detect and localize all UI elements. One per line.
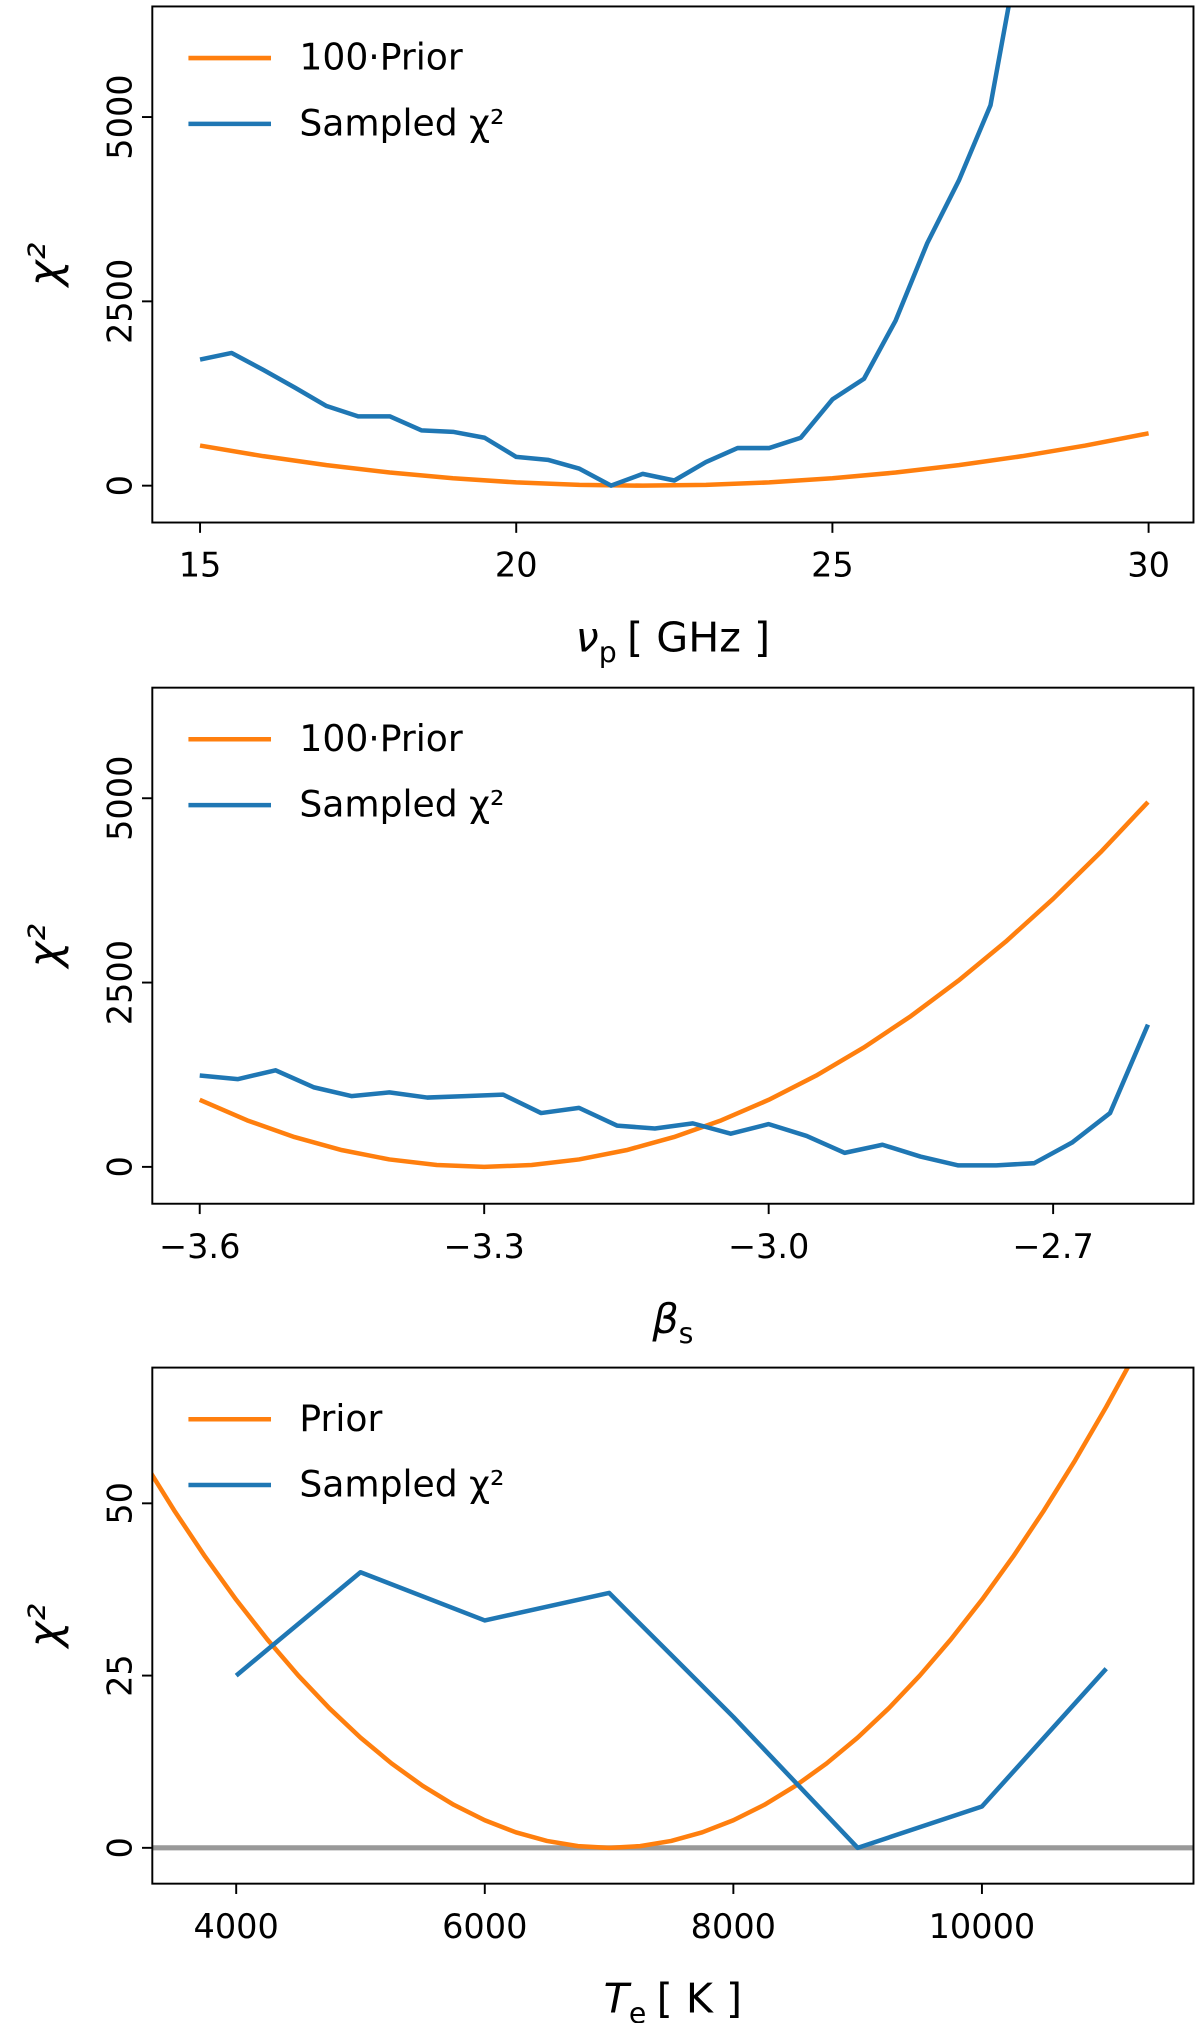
plot-area (152, 1367, 1194, 1851)
x-tick-label: 4000 (194, 1907, 279, 1946)
x-tick-label: 15 (179, 546, 222, 585)
axes-frame (151, 686, 1195, 1205)
legend-label: Sampled χ² (299, 101, 504, 144)
x-tick-label: 6000 (442, 1907, 527, 1946)
y-axis-label: χ² (19, 924, 70, 970)
x-axis-label: νp [ GHz ] (576, 614, 771, 669)
y-tick-label: 25 (101, 1654, 140, 1697)
y-axis-label: χ² (19, 243, 70, 289)
x-label-symbol: T (604, 1975, 632, 2023)
legend-label: Prior (299, 1397, 382, 1440)
x-tick-label: −2.7 (1012, 1227, 1093, 1266)
data-line (199, 6, 1011, 488)
legend-label: 100·Prior (299, 36, 463, 79)
x-axis-label: βs (651, 1295, 693, 1350)
y-tick-label: 5000 (101, 756, 140, 841)
data-line (198, 800, 1150, 1170)
panel: −3.6 −3.3 −3.0 −2.7 0 2500 5000 βs χ² 100·Prior Sa… (19, 686, 1195, 1350)
y-tick-label: 2500 (101, 940, 140, 1025)
data-line (152, 1367, 1131, 1851)
x-label-sub: e (629, 1997, 646, 2023)
x-tick-label: 8000 (691, 1907, 776, 1946)
y-tick-label: 0 (101, 475, 140, 496)
x-tick-label: 20 (495, 546, 538, 585)
data-line (199, 431, 1150, 488)
panel: 4000 6000 8000 10000 0 25 50 Te [ K ] χ² Prior Samp… (19, 1366, 1195, 2023)
x-tick-label: −3.3 (443, 1227, 524, 1266)
panel: 15 20 25 30 0 2500 5000 νp [ GHz ] χ² 100·Prior Sam… (19, 5, 1195, 669)
x-label-unit: [ K ] (657, 1975, 743, 2023)
x-tick-label: −3.6 (159, 1227, 240, 1266)
plot-area (198, 800, 1151, 1170)
legend-label: Sampled χ² (299, 1463, 504, 1506)
x-label-symbol: β (651, 1295, 678, 1343)
x-label-sub: p (599, 636, 617, 669)
x-axis-label: Te [ K ] (604, 1975, 743, 2023)
plot-area (199, 6, 1150, 488)
legend-label: Sampled χ² (299, 783, 504, 826)
y-tick-label: 0 (101, 1156, 140, 1177)
legend-label: 100·Prior (299, 717, 463, 760)
data-line (234, 1569, 1108, 1851)
y-tick-label: 5000 (101, 74, 140, 159)
x-label-symbol: ν (576, 614, 599, 662)
y-axis-label: χ² (19, 1604, 70, 1650)
x-tick-label: −3.0 (728, 1227, 809, 1266)
axes-frame (151, 1366, 1195, 1885)
data-line (199, 1023, 1151, 1168)
x-tick-label: 25 (811, 546, 854, 585)
axes-frame (151, 5, 1195, 524)
x-tick-label: 30 (1127, 546, 1170, 585)
x-label-unit: [ GHz ] (627, 614, 770, 662)
y-tick-label: 2500 (101, 259, 140, 344)
y-tick-label: 50 (101, 1482, 140, 1525)
x-label-sub: s (679, 1317, 694, 1350)
y-tick-label: 0 (101, 1837, 140, 1858)
x-tick-label: 10000 (929, 1907, 1036, 1946)
